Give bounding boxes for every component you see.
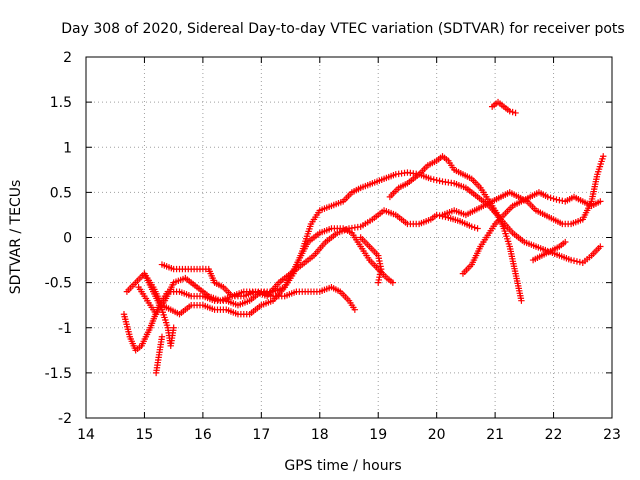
x-tick-label: 14 bbox=[77, 427, 95, 443]
y-tick-label: 1 bbox=[63, 140, 72, 156]
y-tick-label: 1.5 bbox=[50, 95, 72, 111]
data-point bbox=[597, 243, 604, 250]
series-track-h bbox=[357, 234, 385, 286]
data-point bbox=[556, 196, 563, 204]
data-point bbox=[570, 257, 578, 264]
series-track-g bbox=[386, 153, 525, 304]
data-point bbox=[474, 225, 481, 232]
data-point bbox=[562, 238, 569, 246]
data-point bbox=[375, 279, 382, 286]
data-point bbox=[436, 177, 443, 185]
data-point bbox=[471, 224, 478, 231]
data-point bbox=[152, 369, 160, 377]
data-point bbox=[427, 175, 435, 183]
series-track-c bbox=[135, 207, 481, 318]
data-point bbox=[170, 324, 177, 331]
series-track-f bbox=[152, 333, 166, 377]
x-tick-label: 19 bbox=[369, 427, 387, 443]
series-track-k bbox=[439, 153, 607, 228]
data-point bbox=[509, 108, 516, 116]
y-tick-label: 0 bbox=[63, 231, 72, 247]
data-point bbox=[573, 258, 581, 265]
y-tick-label: -0.5 bbox=[45, 276, 72, 292]
y-tick-label: 2 bbox=[63, 50, 72, 66]
y-axis-label: SDTVAR / TECUs bbox=[8, 180, 24, 295]
series-track-j bbox=[529, 238, 569, 264]
data-point bbox=[553, 196, 560, 203]
data-point bbox=[389, 279, 397, 286]
x-tick-label: 18 bbox=[311, 427, 329, 443]
y-tick-label: 0.5 bbox=[50, 185, 72, 201]
data-point bbox=[468, 223, 475, 230]
data-point bbox=[351, 306, 359, 313]
series-track-d bbox=[158, 261, 359, 313]
data-point bbox=[518, 297, 525, 304]
x-tick-label: 21 bbox=[486, 427, 504, 443]
x-tick-label: 22 bbox=[545, 427, 563, 443]
data-point bbox=[567, 256, 575, 264]
data-point bbox=[576, 258, 584, 266]
x-axis-label: GPS time / hours bbox=[284, 458, 401, 474]
data-point bbox=[433, 211, 440, 219]
series-track-l bbox=[488, 98, 519, 117]
y-tick-label: -1.5 bbox=[45, 366, 72, 382]
data-point bbox=[544, 193, 551, 201]
data-point bbox=[436, 212, 443, 219]
y-tick-label: -1 bbox=[58, 321, 72, 337]
axis-ticks: 14 15 16 17 18 19 20 21 22 23 -2 -1.5 -1 -0.5 0 0.5 1 1.5… bbox=[45, 50, 621, 443]
x-tick-label: 16 bbox=[194, 427, 212, 443]
x-tick-label: 23 bbox=[603, 427, 621, 443]
plot-frame bbox=[85, 56, 613, 419]
data-point bbox=[550, 195, 557, 202]
data-point bbox=[433, 176, 440, 184]
data-point bbox=[547, 194, 554, 201]
series-track-e bbox=[141, 270, 177, 349]
data-point bbox=[600, 153, 607, 160]
data-point bbox=[430, 176, 437, 183]
gridlines bbox=[86, 57, 612, 418]
data-points bbox=[120, 98, 607, 377]
data-point bbox=[597, 198, 604, 205]
x-tick-label: 20 bbox=[428, 427, 446, 443]
y-tick-label: -2 bbox=[58, 411, 72, 427]
x-tick-label: 17 bbox=[252, 427, 270, 443]
data-point bbox=[506, 107, 513, 115]
data-point bbox=[512, 109, 519, 117]
x-tick-label: 15 bbox=[136, 427, 154, 443]
chart-title: Day 308 of 2020, Sidereal Day-to-day VTE… bbox=[61, 21, 624, 37]
